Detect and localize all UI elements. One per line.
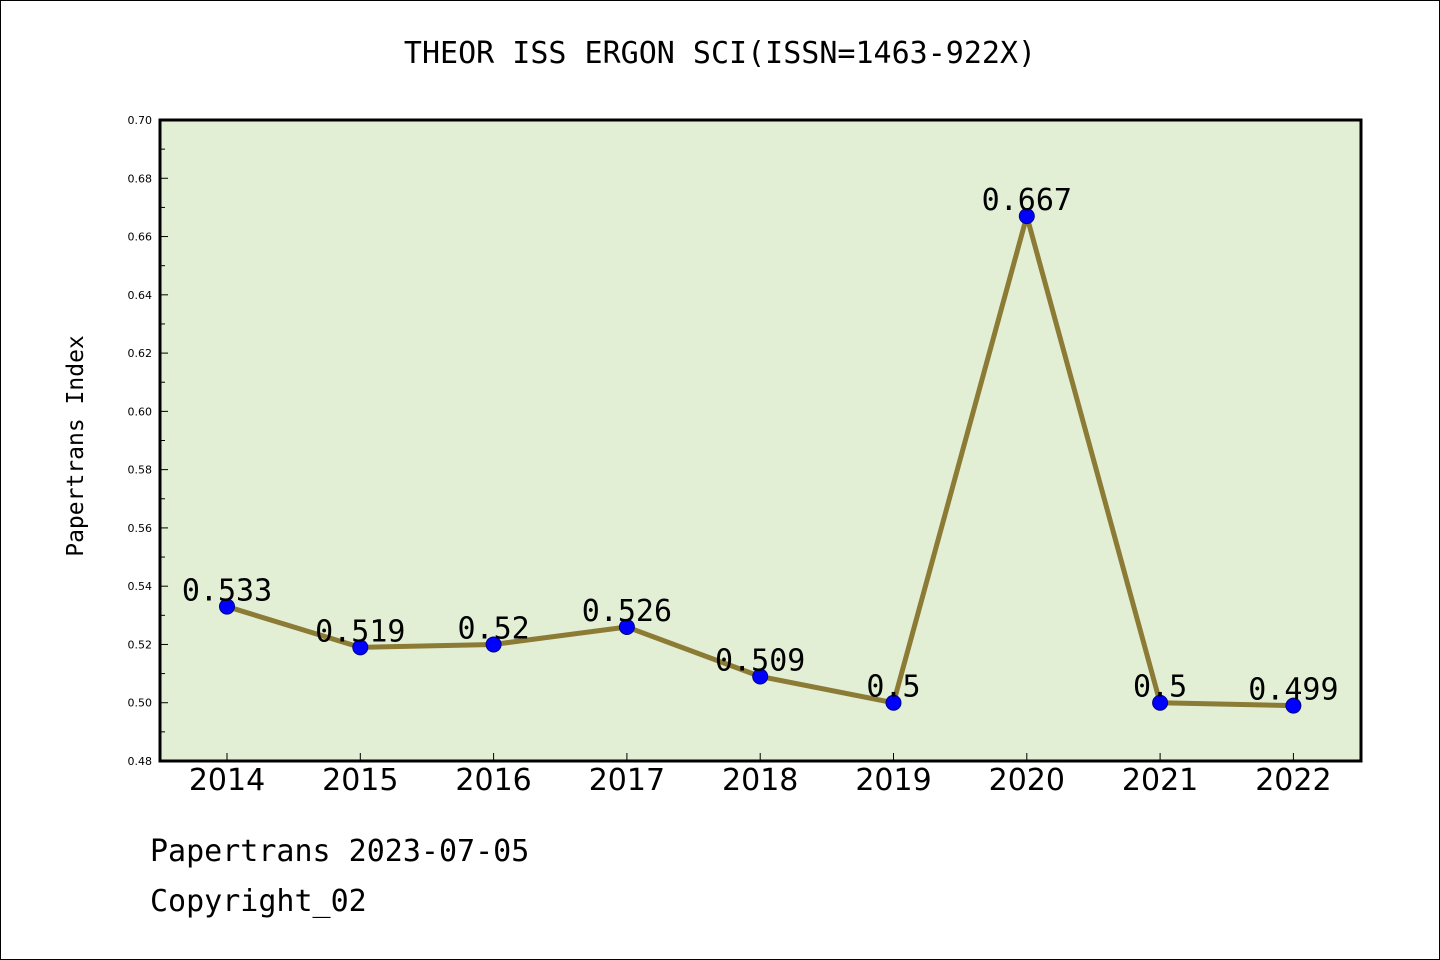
y-tick-label: 0.66 bbox=[128, 231, 153, 244]
y-tick-label: 0.60 bbox=[128, 405, 153, 418]
data-label: 0.667 bbox=[982, 183, 1072, 218]
y-tick-label: 0.62 bbox=[128, 347, 153, 360]
x-tick-label: 2021 bbox=[1122, 763, 1198, 798]
x-axis: 2014 2015 2016 2017 2018 2019 2020 2021 2022 bbox=[189, 753, 1332, 798]
data-label: 0.52 bbox=[457, 611, 529, 646]
y-tick-label: 0.70 bbox=[128, 114, 153, 127]
y-tick-label: 0.58 bbox=[128, 464, 153, 477]
data-point bbox=[752, 668, 769, 685]
footer-date: Papertrans 2023-07-05 bbox=[150, 834, 530, 869]
x-tick-label: 2020 bbox=[989, 763, 1065, 798]
x-tick-label: 2016 bbox=[455, 763, 531, 798]
y-tick-label: 0.64 bbox=[128, 289, 153, 302]
y-axis: 0.48 0.50 0.52 0.54 0.56 0.58 0.60 0.62 0.64 0.66… bbox=[128, 114, 168, 768]
y-tick-label: 0.68 bbox=[128, 172, 153, 185]
y-tick-label: 0.52 bbox=[128, 638, 153, 651]
data-point bbox=[352, 639, 369, 656]
data-label: 0.509 bbox=[715, 644, 805, 679]
markers bbox=[219, 208, 1302, 714]
data-label: 0.526 bbox=[582, 594, 672, 629]
y-tick-label: 0.50 bbox=[128, 697, 153, 710]
plot-border bbox=[158, 118, 1363, 763]
x-tick-label: 2017 bbox=[589, 763, 665, 798]
data-point bbox=[219, 598, 235, 615]
data-label: 0.5 bbox=[1133, 670, 1187, 705]
x-tick-label: 2019 bbox=[855, 763, 931, 798]
data-label: 0.533 bbox=[182, 574, 272, 609]
x-tick-label: 2022 bbox=[1255, 763, 1331, 798]
data-point bbox=[1285, 697, 1302, 714]
y-tick-label: 0.54 bbox=[128, 580, 153, 593]
data-point bbox=[1152, 694, 1169, 711]
x-tick-label: 2015 bbox=[322, 763, 398, 798]
data-label: 0.5 bbox=[866, 670, 920, 705]
y-tick-label: 0.56 bbox=[128, 522, 153, 535]
data-point bbox=[485, 636, 502, 653]
x-tick-label: 2014 bbox=[189, 763, 265, 798]
data-point bbox=[885, 694, 902, 711]
data-label: 0.499 bbox=[1248, 673, 1338, 708]
data-point bbox=[1018, 208, 1035, 225]
y-tick-label: 0.48 bbox=[128, 755, 153, 768]
x-tick-label: 2018 bbox=[722, 763, 798, 798]
chart-title: THEOR ISS ERGON SCI(ISSN=1463-922X) bbox=[403, 36, 1037, 71]
footer-copyright: Copyright_02 bbox=[150, 884, 367, 919]
data-point bbox=[618, 618, 635, 635]
data-labels: 0.533 0.519 0.52 0.526 0.509 0.5 0.667 0.5 0.499 bbox=[182, 183, 1339, 707]
data-label: 0.519 bbox=[315, 614, 405, 649]
